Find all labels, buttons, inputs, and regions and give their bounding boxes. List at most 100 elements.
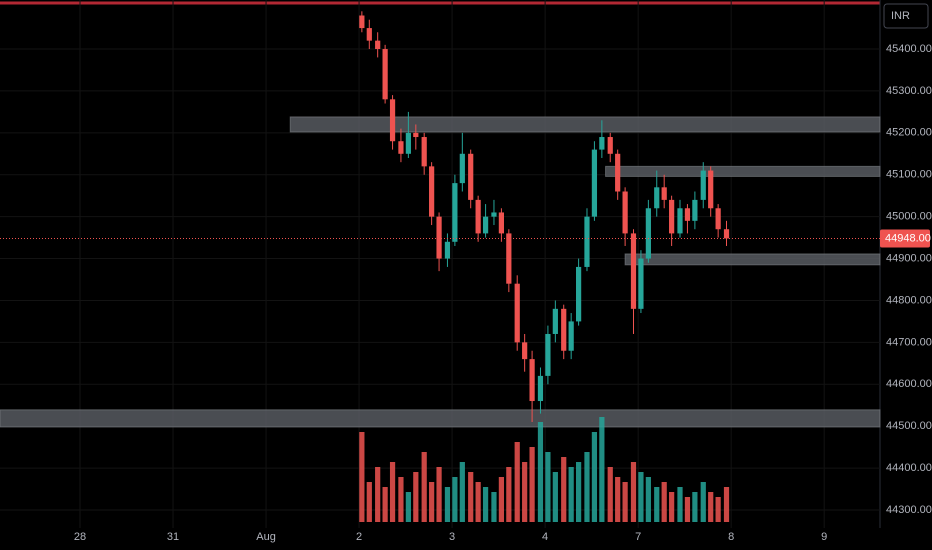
volume-bar [552, 472, 558, 522]
zone [289, 116, 881, 133]
y-tick-label: 45100.00 [886, 169, 932, 181]
x-tick-label: 7 [635, 531, 641, 543]
volume-bar [638, 472, 644, 522]
candle-body [630, 233, 637, 309]
candle-body [654, 187, 660, 209]
candle-body [444, 241, 451, 259]
candle-body [622, 191, 628, 234]
candle-body [459, 153, 465, 184]
candle-body [468, 153, 474, 200]
volume-bar [715, 497, 721, 522]
volume-bar [529, 447, 535, 522]
x-tick-label: 28 [74, 531, 86, 543]
volume-bar [677, 487, 683, 522]
volume-bar [599, 417, 605, 522]
y-tick-label: 44800.00 [886, 294, 932, 306]
x-tick-label: 9 [821, 531, 827, 543]
volume-bar [669, 492, 675, 522]
currency-box[interactable] [883, 3, 929, 29]
candle-body [366, 28, 372, 41]
candle-body [491, 212, 497, 217]
volume-bar [700, 482, 706, 522]
candle-body [506, 233, 512, 284]
volume-bar [684, 497, 691, 522]
candle-body [677, 208, 683, 234]
candle-body [708, 170, 714, 209]
volume-bar [429, 482, 435, 522]
y-tick-label: 45200.00 [886, 127, 932, 139]
candle-body [359, 15, 365, 29]
last-price-label: 44948.00 [885, 232, 931, 244]
candle-body [413, 132, 419, 138]
volume-bar [475, 482, 481, 522]
volume-bar [591, 432, 598, 522]
volume-bar [537, 422, 544, 522]
volume-bar [498, 477, 504, 522]
volume-bar [545, 452, 551, 522]
candle-body [568, 321, 574, 351]
zone [624, 253, 881, 266]
volume-bar [615, 477, 621, 522]
candle-body [599, 137, 605, 150]
candle-body [638, 258, 644, 309]
volume-bar [468, 472, 474, 522]
candle-body [452, 183, 458, 242]
volume-bar [654, 487, 660, 522]
candle-body [715, 208, 721, 230]
last-price-box [880, 229, 930, 248]
zone [0, 409, 881, 428]
volume-bar [522, 462, 528, 522]
candle-body [382, 49, 388, 100]
volume-bar [692, 492, 698, 522]
candle-body [482, 216, 489, 234]
volume-bar [366, 482, 372, 522]
candle-body [375, 40, 381, 50]
volume-bar [622, 482, 628, 522]
volume-bar [459, 462, 465, 522]
volume-bar [708, 492, 714, 522]
volume-bar [607, 467, 613, 522]
candle-body [475, 199, 481, 234]
candle-body [561, 308, 567, 351]
candle-body [436, 216, 442, 259]
volume-bar [375, 467, 381, 522]
volume-bar [576, 462, 582, 522]
volume-bar [661, 482, 667, 522]
volume-bar [568, 467, 574, 522]
x-tick-label: Aug [256, 531, 276, 543]
y-tick-label: 45400.00 [886, 43, 932, 55]
candle-body [537, 375, 544, 402]
volume-bar [436, 467, 442, 522]
candle-body [669, 199, 675, 234]
candle-body [405, 132, 411, 154]
candle-body [723, 229, 730, 239]
volume-bar [482, 487, 489, 522]
zone [605, 165, 881, 177]
y-tick-label: 44500.00 [886, 420, 932, 432]
candle-body [498, 212, 504, 234]
candle-body [552, 308, 558, 334]
volume-bar [405, 492, 411, 522]
candle-body [576, 266, 582, 322]
volume-bar [413, 472, 419, 522]
volume-bar [444, 487, 451, 522]
candle-body [692, 199, 698, 221]
y-tick-label: 44300.00 [886, 504, 932, 516]
x-tick-label: 8 [728, 531, 734, 543]
x-tick-label: 31 [167, 531, 179, 543]
volume-bar [359, 432, 365, 522]
candle-body [615, 153, 621, 192]
y-tick-label: 44700.00 [886, 336, 932, 348]
x-tick-label: 4 [542, 531, 548, 543]
candle-body [421, 137, 427, 167]
candle-body [429, 166, 435, 217]
volume-bar [561, 457, 567, 522]
candle-body [545, 333, 551, 376]
volume-bar [452, 477, 458, 522]
candle-body [591, 149, 598, 217]
candle-body [398, 141, 404, 154]
y-tick-label: 44600.00 [886, 378, 932, 390]
